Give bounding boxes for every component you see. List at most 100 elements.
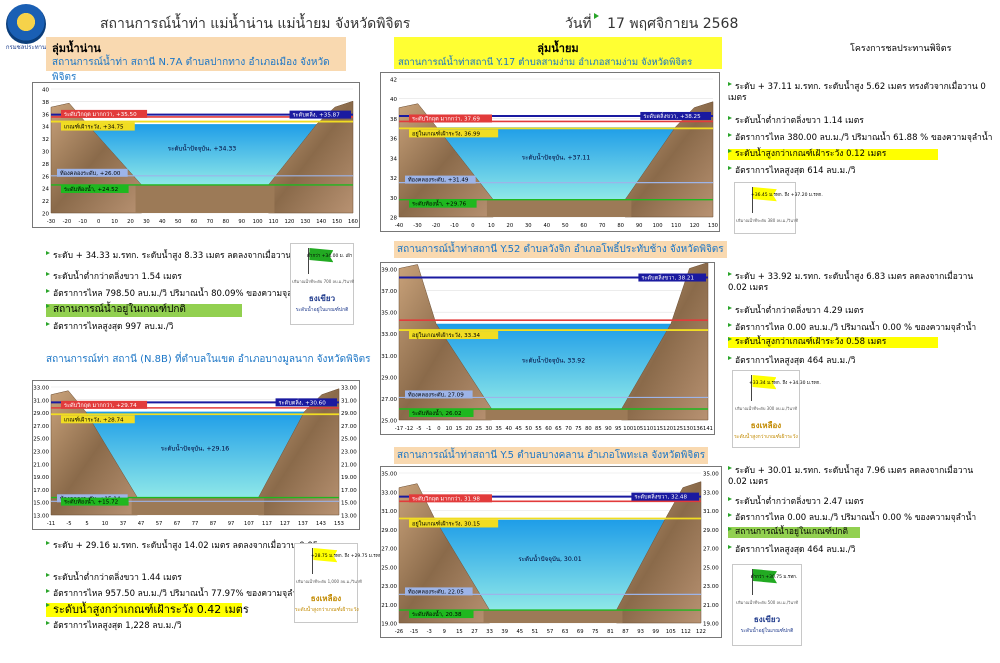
bullet-icon	[46, 573, 50, 577]
water-body	[87, 124, 317, 185]
y-tick-label-right: 29.00	[341, 411, 357, 417]
y-tick-label: 31.00	[381, 509, 397, 515]
x-tick-label: 87	[210, 521, 217, 527]
bank-label-bg	[638, 273, 706, 282]
x-tick-label: 110	[269, 219, 279, 225]
bullet-icon	[46, 289, 50, 293]
flag-status-sub: ระดับน้ำสูงกว่าเกณฑ์เฝ้าระวัง	[295, 607, 359, 613]
x-tick-label: 130	[300, 219, 310, 225]
y-tick-label-right: 19.00	[703, 622, 719, 628]
y-tick-label: 26	[42, 174, 49, 180]
chart-svg: +33.00 33.00 +31.00 31.00 +29.00 29.00 +27.00 2…	[33, 386, 357, 528]
section-yom-title: ลุ่มน้ำยม	[537, 42, 579, 55]
flag-card-y52: +33.34 ม.รทก. ถึง +34.30 ม.รทก. ปริมาณน้ำ…	[732, 370, 821, 448]
x-tick-label: 120	[663, 426, 673, 432]
y-tick-label: 39.00	[381, 268, 397, 274]
x-tick-label: 45	[516, 629, 523, 635]
low-label: ท้องคลองระดับ, +31.49	[408, 177, 469, 184]
x-tick-label: 60	[191, 219, 198, 225]
current-level-label: ระดับน้ำปัจจุบัน, +29.16	[161, 444, 230, 453]
current-level-label: ระดับน้ำปัจจุบัน, +34.33	[168, 144, 237, 153]
bank-label: ระดับตลิ่ง, +30.60	[279, 398, 327, 406]
yellow-flag-icon	[752, 187, 777, 202]
y-tick-label: 40	[390, 97, 397, 103]
info-n8b: ระดับ + 29.16 ม.รทก. ระดับน้ำสูง 14.02 เ…	[46, 536, 340, 636]
x-tick-label: -10	[450, 223, 458, 229]
bullet-icon	[728, 356, 732, 360]
bed-label: ระดับท้องน้ำ, 26.02	[412, 409, 462, 417]
danger-label: ระดับวิกฤต มากกว่า, 31.98	[412, 495, 480, 502]
green-flag-icon	[309, 248, 334, 263]
watch-label-bg	[409, 129, 499, 138]
info-row: ระดับ + 34.33 ม.รทก. ระดับน้ำสูง 8.33 เม…	[46, 251, 329, 262]
y-tick-label-right: 27.00	[341, 424, 357, 430]
y-tick-label: 38	[42, 100, 49, 106]
y-tick-label: 42	[390, 78, 397, 84]
x-tick-label: 100	[623, 426, 633, 432]
y-tick-label: 25.00	[381, 419, 397, 425]
bed-label: ระดับท้องน้ำ, +15.72	[64, 498, 118, 506]
y-tick-label: +13.00	[33, 514, 49, 520]
x-tick-label: 130	[708, 223, 718, 229]
low-label-bg	[57, 168, 128, 177]
y-tick-label: 19.00	[381, 622, 397, 628]
bullet-icon	[728, 497, 732, 501]
status-highlight: ระดับน้ำสูงกว่าเกณฑ์เฝ้าระวัง 0.42 เมตร	[46, 603, 249, 617]
bullet-icon	[728, 116, 732, 120]
flag-status-sub: ระดับน้ำอยู่ในเกณฑ์ปกติ	[295, 307, 349, 313]
info-row: ระดับ + 37.11 ม.รทก. ระดับน้ำสูง 5.62 เม…	[728, 82, 986, 103]
y-tick-label-right: 33.00	[703, 490, 719, 496]
agency-logo	[6, 4, 46, 44]
cross-section-chart-n7a: 40 38 36 34 32 30 28 26 24 22 20 -30 -20 -10 0 10 20 30 40…	[32, 82, 360, 228]
y-tick-label: +15.00	[33, 501, 49, 507]
x-tick-label: 150	[332, 219, 342, 225]
x-tick-label: 27	[471, 629, 478, 635]
y-tick-label: 34	[42, 125, 49, 131]
page-title: สถานการณ์น้ำท่า แม่น้ำน่าน แม่น้ำยม จังห…	[100, 16, 411, 32]
project-name: โครงการชลประทานพิจิตร	[850, 44, 952, 54]
x-tick-label: 35	[495, 426, 502, 432]
x-tick-label: 110	[643, 426, 653, 432]
x-tick-label: -15	[410, 629, 418, 635]
x-tick-label: -10	[79, 219, 87, 225]
x-tick-label: 20	[465, 426, 472, 432]
info-row: ระดับ + 29.16 ม.รทก. ระดับน้ำสูง 14.02 เ…	[46, 541, 340, 552]
y-tick-label-right: 27.00	[703, 547, 719, 553]
y-tick-label: 30	[390, 196, 397, 202]
watch-label: เกณฑ์เฝ้าระวัง, +28.74	[64, 415, 124, 423]
info-row: อัตราการไหลสูงสุด 464 ลบ.ม./วิ	[728, 545, 855, 556]
x-tick-label: 30	[525, 223, 532, 229]
flag-marker-icon	[593, 13, 599, 19]
x-tick-label: 50	[525, 426, 532, 432]
riverbed-terrain	[485, 408, 628, 420]
station-title-y52: สถานการณ์น้ำท่าสถานี Y.52 ตำบลวังจิก อำเ…	[394, 241, 727, 258]
info-row: อัตราการไหล 0.00 ลบ.ม./วิ ปริมาณน้ำ 0.00…	[728, 513, 976, 524]
x-tick-label: 80	[223, 219, 230, 225]
x-tick-label: 5	[85, 521, 88, 527]
flag-pole-icon	[312, 548, 314, 574]
bed-label-bg	[61, 497, 129, 506]
section-nan-header: ลุ่มน้ำน่าน สถานการณ์น้ำท่า สถานี N.7A ต…	[46, 37, 346, 83]
x-tick-label: 122	[696, 629, 706, 635]
x-tick-label: 90	[636, 223, 643, 229]
low-label-bg	[405, 390, 473, 399]
x-tick-label: 10	[102, 521, 109, 527]
bank-label-bg	[275, 398, 337, 407]
y-tick-label: 27.00	[381, 397, 397, 403]
y-tick-label: +17.00	[33, 488, 49, 494]
flag-status-label: ธงเหลือง	[310, 594, 342, 603]
y-tick-label-right: 19.00	[341, 475, 357, 481]
danger-label: ระดับวิกฤต มากกว่า, 37.69	[412, 115, 480, 122]
x-tick-label: 45	[515, 426, 522, 432]
y-tick-label: 22	[42, 199, 49, 205]
y-tick-label: 33.00	[381, 332, 397, 338]
x-tick-label: 65	[555, 426, 562, 432]
bed-label: ระดับท้องน้ำ, 20.38	[412, 610, 462, 618]
flag-threshold-text: +28.75 ม.รทก. ถึง +29.75 ม.รทก.	[311, 554, 383, 559]
flag-note-text: ปริมาณน้ำที่ระดับ 300 ลบ.ม./วินาที	[735, 406, 797, 411]
x-tick-label: 90	[238, 219, 245, 225]
station-title-y5: สถานการณ์น้ำท่าสถานี Y.5 ตำบลบางคลาน อำเ…	[394, 447, 709, 464]
bullet-icon	[728, 513, 732, 517]
x-tick-label: 81	[607, 629, 614, 635]
bed-label-bg	[61, 184, 129, 193]
